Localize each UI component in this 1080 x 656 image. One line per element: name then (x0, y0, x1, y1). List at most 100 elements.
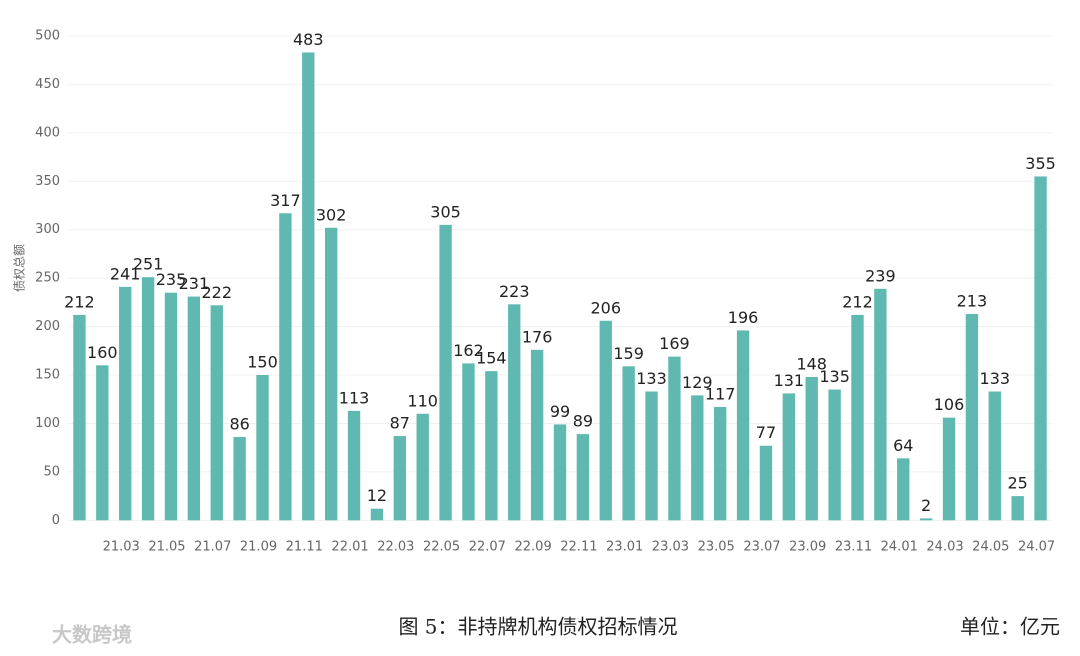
y-tick-label: 0 (52, 513, 60, 528)
y-tick-label: 350 (35, 174, 60, 189)
bar (210, 305, 223, 521)
bar (736, 330, 750, 521)
bar (1011, 496, 1024, 521)
value-label: 113 (339, 388, 370, 407)
bar (119, 286, 132, 521)
bar (96, 365, 109, 521)
chart-title: 图 5：非持牌机构债权招标情况 (398, 615, 677, 639)
bar (965, 313, 979, 521)
bar (530, 349, 544, 521)
bar (599, 320, 612, 521)
value-label: 302 (316, 205, 347, 224)
value-label: 106 (934, 395, 965, 414)
value-label: 87 (390, 414, 410, 433)
bar (553, 424, 567, 521)
bar (187, 296, 201, 521)
bar (370, 508, 384, 521)
x-tick-label: 23.03 (652, 540, 689, 555)
value-label: 239 (865, 266, 896, 285)
y-tick-label: 150 (35, 368, 60, 383)
value-label: 77 (756, 423, 776, 442)
value-label: 196 (728, 308, 759, 327)
bar (645, 391, 658, 521)
bar (164, 292, 178, 521)
bar (508, 304, 521, 521)
bar (439, 224, 452, 521)
value-label: 241 (110, 264, 141, 283)
value-label: 162 (453, 341, 484, 360)
y-tick-label: 500 (35, 29, 60, 44)
bar (462, 363, 475, 521)
bar (874, 288, 887, 521)
value-label: 212 (64, 292, 95, 311)
x-tick-label: 23.07 (743, 540, 780, 555)
bar (347, 410, 361, 521)
x-tick-label: 24.05 (972, 540, 1009, 555)
y-tick-label: 450 (35, 77, 60, 92)
bar (942, 417, 956, 521)
value-label: 86 (229, 415, 249, 434)
value-label: 305 (430, 202, 461, 221)
bar (302, 52, 315, 521)
bar (988, 391, 1001, 521)
y-tick-label: 50 (43, 464, 60, 479)
y-tick-label: 300 (35, 222, 60, 237)
y-tick-label: 100 (35, 416, 60, 431)
bar (324, 227, 338, 521)
bar (233, 437, 246, 521)
value-label: 117 (705, 384, 736, 403)
bar (897, 458, 910, 521)
value-label: 160 (87, 343, 118, 362)
value-label: 483 (293, 30, 324, 49)
value-label: 129 (682, 373, 713, 392)
value-label: 133 (980, 369, 1011, 388)
bar (73, 314, 86, 521)
bar (576, 434, 590, 521)
bar (256, 375, 269, 521)
watermark: 大数跨境 (52, 623, 132, 647)
x-tick-label: 22.11 (560, 540, 597, 555)
value-label: 159 (613, 344, 644, 363)
value-label: 99 (550, 402, 570, 421)
x-tick-label: 22.03 (377, 540, 414, 555)
value-label: 64 (893, 436, 913, 455)
value-label: 206 (590, 298, 621, 317)
value-label: 212 (842, 292, 873, 311)
value-label: 213 (957, 291, 988, 310)
value-label: 150 (247, 353, 278, 372)
unit-note: 单位：亿元 (960, 615, 1060, 639)
y-tick-label: 200 (35, 319, 60, 334)
y-tick-label: 400 (35, 125, 60, 140)
y-axis-label: 债权总额 (13, 244, 27, 292)
bar (851, 314, 864, 521)
x-tick-label: 23.01 (606, 540, 643, 555)
bar (782, 393, 796, 521)
bar (416, 413, 429, 521)
value-label: 251 (133, 255, 164, 274)
x-tick-label: 22.09 (515, 540, 552, 555)
value-label: 131 (774, 371, 805, 390)
value-label: 231 (179, 274, 210, 293)
x-tick-label: 21.03 (103, 540, 140, 555)
x-tick-label: 24.01 (881, 540, 918, 555)
value-label: 12 (367, 486, 387, 505)
bar (759, 445, 773, 521)
x-tick-label: 23.09 (789, 540, 826, 555)
value-label: 89 (573, 412, 593, 431)
x-tick-label: 21.09 (240, 540, 277, 555)
x-tick-label: 22.05 (423, 540, 460, 555)
bar (279, 213, 292, 521)
bar (485, 371, 498, 521)
bar (828, 389, 841, 521)
y-tick-label: 250 (35, 271, 60, 286)
bar (691, 395, 704, 521)
x-tick-label: 21.07 (194, 540, 231, 555)
x-tick-label: 23.05 (698, 540, 735, 555)
bar (919, 518, 933, 521)
value-label: 355 (1025, 154, 1056, 173)
value-label: 176 (522, 327, 553, 346)
value-label: 25 (1007, 474, 1027, 493)
value-label: 317 (270, 191, 301, 210)
bar (668, 356, 681, 521)
bar (1034, 176, 1047, 521)
